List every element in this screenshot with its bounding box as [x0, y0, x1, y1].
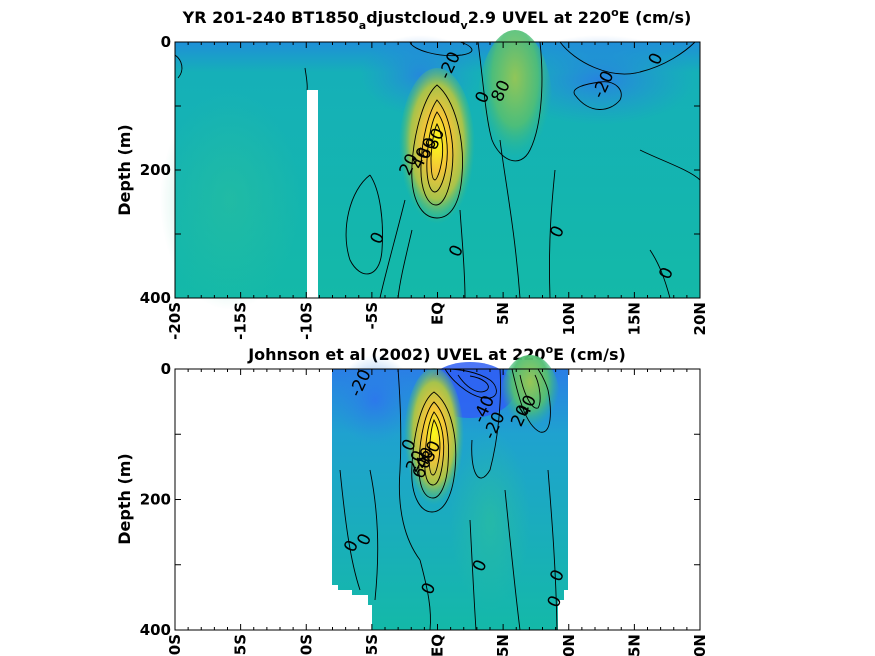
bottom-x-tick-label: -15S	[232, 634, 250, 656]
bottom-x-tick-label: 5N	[494, 634, 512, 656]
bottom-x-tick-label: 10N	[560, 634, 578, 656]
bottom-teal-deep	[450, 430, 530, 610]
top-missing-data-gap	[307, 90, 318, 300]
top-y-ticks: 0 200 400	[140, 33, 700, 307]
bottom-x-tick-label: -10S	[297, 634, 315, 656]
top-x-tick-label: EQ	[429, 302, 447, 325]
top-jet-euc	[399, 68, 475, 232]
bottom-heatmap	[332, 355, 568, 630]
bottom-y-ticks: 0 200 400	[140, 360, 700, 639]
top-teal-south	[160, 90, 300, 310]
bottom-panel: Johnson et al (2002) UVEL at 220oE (cm/s…	[115, 343, 709, 656]
bottom-green-ncc	[500, 355, 560, 445]
bottom-x-tick-label: -20S	[166, 634, 184, 656]
top-green-ncc	[477, 30, 553, 190]
top-ylabel: Depth (m)	[115, 124, 134, 216]
top-x-ticks: -20S -15S -10S -5S EQ 5N 10N 15N 20N	[166, 42, 709, 340]
top-x-tick-label: -10S	[297, 302, 315, 340]
bottom-ylabel: Depth (m)	[115, 453, 134, 545]
bottom-x-tick-label: 20N	[691, 634, 709, 656]
bottom-contours	[339, 368, 558, 631]
top-y-tick-label: 400	[140, 289, 171, 307]
bottom-x-tick-label: EQ	[429, 634, 447, 656]
bottom-x-tick-label: 15N	[625, 634, 643, 656]
top-y-tick-label: 200	[140, 161, 171, 179]
top-x-tick-label: 15N	[625, 302, 643, 335]
top-contours	[174, 41, 701, 299]
bottom-title: Johnson et al (2002) UVEL at 220oE (cm/s…	[247, 343, 626, 364]
bottom-x-ticks: -20S -15S -10S -5S EQ 5N 10N 15N 20N	[166, 369, 709, 656]
top-title: YR 201-240 BT1850adjustcloudv2.9 UVEL at…	[182, 6, 692, 32]
top-x-tick-label: -5S	[363, 302, 381, 329]
top-heatmap	[160, 30, 700, 310]
top-x-tick-label: 10N	[560, 302, 578, 335]
bottom-y-tick-label: 0	[161, 360, 171, 378]
bottom-blue-south	[335, 355, 415, 445]
top-x-tick-label: 5N	[494, 302, 512, 325]
bottom-y-tick-label: 200	[140, 491, 171, 509]
top-y-tick-label: 0	[161, 33, 171, 51]
top-x-tick-label: 20N	[691, 302, 709, 335]
bottom-y-tick-label: 400	[140, 621, 171, 639]
bottom-x-tick-label: -5S	[363, 634, 381, 656]
top-panel: YR 201-240 BT1850adjustcloudv2.9 UVEL at…	[115, 6, 709, 340]
top-x-tick-label: -20S	[166, 302, 184, 340]
top-x-tick-label: -15S	[232, 302, 250, 340]
